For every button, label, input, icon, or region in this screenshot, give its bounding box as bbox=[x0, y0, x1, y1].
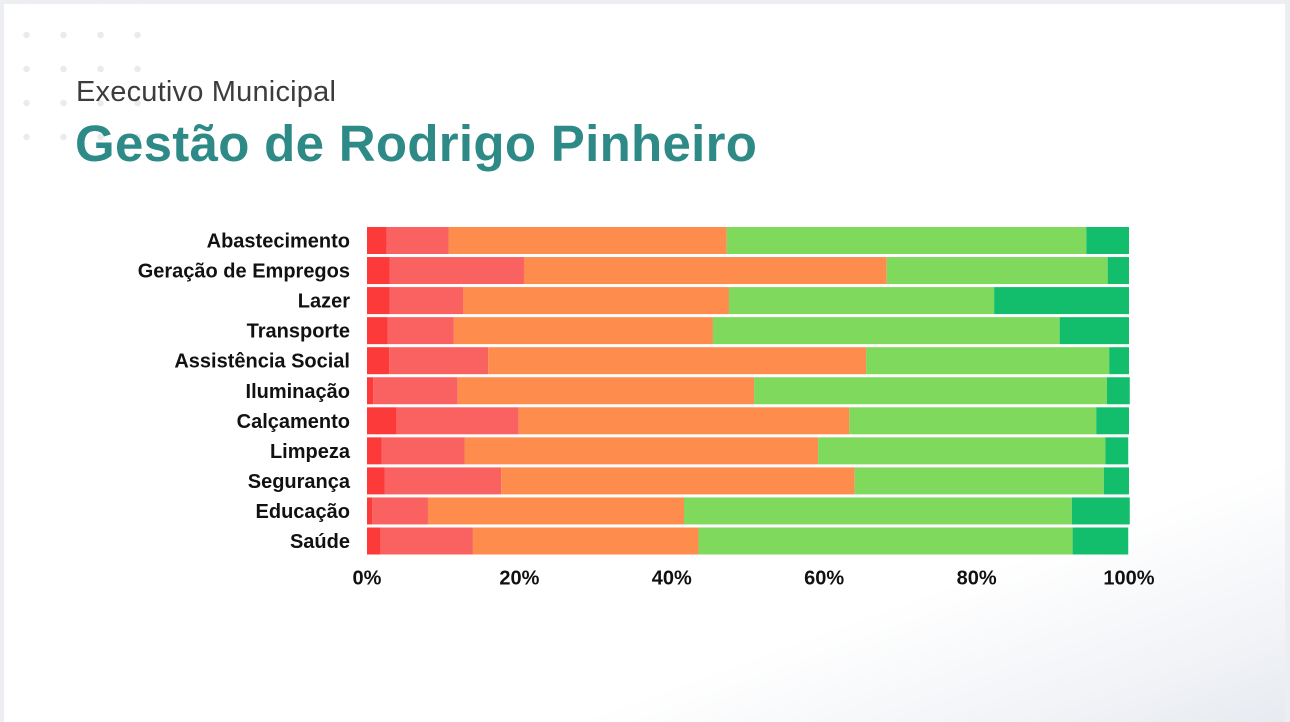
bar-row: Educação bbox=[256, 497, 1130, 525]
bar-segment bbox=[754, 377, 1107, 405]
category-label: Geração de Empregos bbox=[138, 261, 350, 283]
category-label: Assistência Social bbox=[174, 351, 350, 373]
bar-segment bbox=[501, 467, 855, 495]
bar-segment bbox=[367, 497, 373, 525]
bar-segment bbox=[381, 437, 465, 465]
bar-segment bbox=[386, 227, 449, 254]
x-tick-label: 60% bbox=[804, 568, 844, 590]
bar-row: Assistência Social bbox=[174, 347, 1129, 375]
bar-segment bbox=[818, 437, 1106, 465]
category-label: Transporte bbox=[247, 321, 350, 343]
bar-row: Iluminação bbox=[246, 377, 1130, 405]
bar-segment bbox=[372, 497, 428, 525]
bar-row: Saúde bbox=[290, 527, 1129, 555]
bar-segment bbox=[854, 467, 1104, 495]
bar-row: Segurança bbox=[248, 467, 1129, 495]
bar-segment bbox=[1105, 437, 1129, 465]
x-tick-label: 0% bbox=[353, 568, 382, 590]
bar-segment bbox=[367, 347, 390, 375]
bar-segment bbox=[448, 227, 727, 254]
bar-segment bbox=[726, 227, 1087, 254]
page-subtitle: Executivo Municipal bbox=[76, 76, 337, 108]
bar-segment bbox=[1071, 497, 1130, 525]
bar-segment bbox=[866, 347, 1110, 375]
bar-segment bbox=[728, 287, 995, 315]
decorative-dot-pattern bbox=[4, 4, 144, 154]
x-tick-label: 100% bbox=[1103, 568, 1154, 590]
category-label: Saúde bbox=[290, 531, 350, 553]
bar-segment bbox=[367, 287, 390, 315]
bar-segment bbox=[367, 527, 381, 555]
bar-row: Calçamento bbox=[237, 407, 1129, 435]
bar-segment bbox=[683, 497, 1072, 525]
bar-segment bbox=[523, 257, 887, 285]
category-label: Limpeza bbox=[270, 441, 351, 463]
bar-segment bbox=[886, 257, 1108, 285]
bar-segment bbox=[1107, 257, 1129, 285]
bar-segment bbox=[427, 497, 684, 525]
bar-segment bbox=[698, 527, 1073, 555]
category-label: Abastecimento bbox=[207, 231, 350, 253]
bar-segment bbox=[1109, 347, 1129, 375]
bar-segment bbox=[457, 377, 755, 405]
bar-segment bbox=[1086, 227, 1129, 254]
bar-segment bbox=[712, 317, 1060, 345]
bar-segment bbox=[1072, 527, 1129, 555]
bar-segment bbox=[1103, 467, 1129, 495]
bar-row: Transporte bbox=[247, 317, 1129, 345]
bar-segment bbox=[994, 287, 1129, 315]
bar-segment bbox=[1059, 317, 1129, 345]
bar-segment bbox=[373, 377, 458, 405]
bar-segment bbox=[1096, 407, 1129, 435]
page-title: Gestão de Rodrigo Pinheiro bbox=[75, 115, 758, 172]
bar-segment bbox=[367, 227, 387, 254]
bar-row: Limpeza bbox=[270, 437, 1129, 465]
bar-segment bbox=[367, 257, 390, 285]
bar-segment bbox=[453, 317, 713, 345]
stacked-bar-chart: Abastecimento Geração de Empregos Lazer Tra… bbox=[138, 227, 1155, 590]
bar-segment bbox=[367, 377, 374, 405]
bar-segment bbox=[472, 527, 699, 555]
bar-segment bbox=[389, 257, 524, 285]
category-label: Calçamento bbox=[237, 411, 350, 433]
bar-segment bbox=[389, 347, 489, 375]
bar-segment bbox=[518, 407, 850, 435]
bar-segment bbox=[488, 347, 867, 375]
slide: Executivo Municipal Gestão de Rodrigo Pi… bbox=[4, 4, 1285, 722]
bar-segment bbox=[396, 407, 519, 435]
bar-segment bbox=[384, 467, 502, 495]
bar-segment bbox=[387, 317, 454, 345]
category-label: Segurança bbox=[248, 471, 351, 493]
category-label: Iluminação bbox=[246, 381, 350, 403]
x-tick-label: 20% bbox=[499, 568, 539, 590]
x-tick-label: 40% bbox=[652, 568, 692, 590]
bar-row: Abastecimento bbox=[207, 227, 1129, 254]
bar-segment bbox=[849, 407, 1097, 435]
bar-segment bbox=[367, 407, 397, 435]
bar-row: Lazer bbox=[298, 287, 1129, 315]
bar-segment bbox=[464, 437, 819, 465]
bar-row: Geração de Empregos bbox=[138, 257, 1129, 285]
category-label: Lazer bbox=[298, 291, 350, 313]
bar-segment bbox=[367, 317, 388, 345]
bar-segment bbox=[1106, 377, 1130, 405]
bar-segment bbox=[380, 527, 473, 555]
x-tick-label: 80% bbox=[957, 568, 997, 590]
bar-segment bbox=[463, 287, 729, 315]
bar-segment bbox=[367, 467, 385, 495]
bar-segment bbox=[367, 437, 382, 465]
bar-segment bbox=[389, 287, 464, 315]
category-label: Educação bbox=[256, 501, 350, 523]
